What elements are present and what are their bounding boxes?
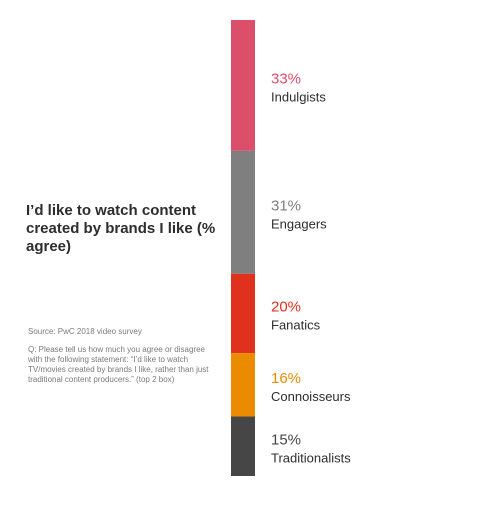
category-label-engagers: Engagers	[271, 216, 327, 231]
source-note: Source: PwC 2018 video survey	[28, 327, 142, 336]
question-note: Q: Please tell us how much you agree or …	[28, 345, 209, 384]
bar-segment-indulgists	[231, 20, 255, 151]
value-label-connoisseurs: 16%	[271, 370, 301, 387]
category-label-connoisseurs: Connoisseurs	[271, 389, 351, 404]
category-label-traditionalists: Traditionalists	[271, 450, 351, 465]
category-label-indulgists: Indulgists	[271, 89, 326, 104]
chart-title: I’d like to watch content created by bra…	[26, 202, 216, 255]
value-label-fanatics: 20%	[271, 298, 301, 315]
bar-segment-traditionalists	[231, 416, 255, 476]
category-label-fanatics: Fanatics	[271, 317, 321, 332]
value-label-traditionalists: 15%	[271, 431, 301, 448]
bar-segment-fanatics	[231, 273, 255, 354]
value-label-indulgists: 33%	[271, 70, 301, 87]
value-label-engagers: 31%	[271, 197, 301, 214]
bar-segment-engagers	[231, 150, 255, 274]
bar-segment-connoisseurs	[231, 353, 255, 417]
